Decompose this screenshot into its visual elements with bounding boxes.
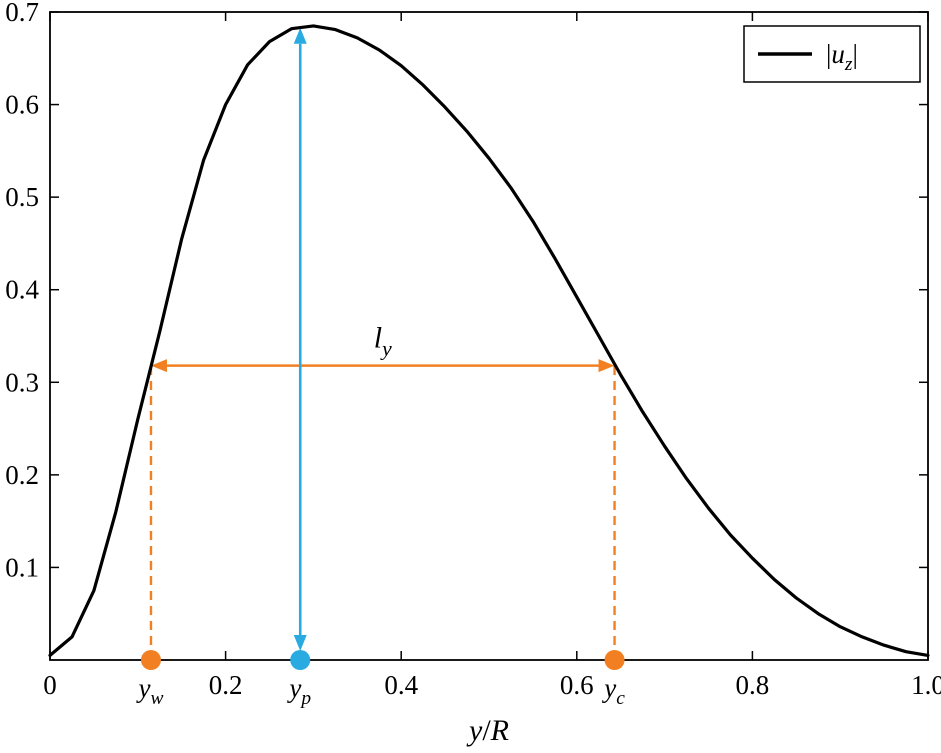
y-tick-label: 0.4 [5, 275, 39, 305]
y-tick-label: 0.3 [5, 367, 39, 397]
x-tick-label: 0.2 [209, 670, 243, 700]
y-tick-label: 0.2 [5, 460, 39, 490]
width-arrow-head-left [150, 359, 167, 373]
x-axis-label: y/R [466, 714, 509, 747]
label-yp: yp [286, 673, 311, 709]
y-tick-label: 0.7 [5, 0, 39, 27]
label-yw: yw [135, 673, 163, 709]
x-tick-label: 1.0 [911, 670, 941, 700]
center-side-marker [604, 650, 625, 670]
y-tick-label: 0.5 [5, 182, 39, 212]
axis-ticks [49, 11, 929, 660]
peak-marker [290, 650, 311, 670]
label-yc: yc [601, 673, 625, 709]
x-tick-label: 0.6 [560, 670, 594, 700]
width-arrow-head-right [598, 359, 615, 373]
x-tick-label: 0.8 [736, 670, 770, 700]
wall-side-marker [140, 650, 161, 670]
plot-frame [49, 11, 929, 661]
velocity-curve [48, 24, 930, 657]
peak-arrow-head-top [293, 27, 307, 44]
y-tick-label: 0.6 [5, 90, 39, 120]
peak-arrow-head-bottom [293, 635, 307, 651]
x-tick-label: 0 [43, 670, 57, 700]
legend-label: |uz| [826, 39, 858, 75]
y-tick-label: 0.1 [5, 552, 39, 582]
x-tick-label: 0.4 [384, 670, 418, 700]
label-ly: ly [374, 322, 392, 361]
